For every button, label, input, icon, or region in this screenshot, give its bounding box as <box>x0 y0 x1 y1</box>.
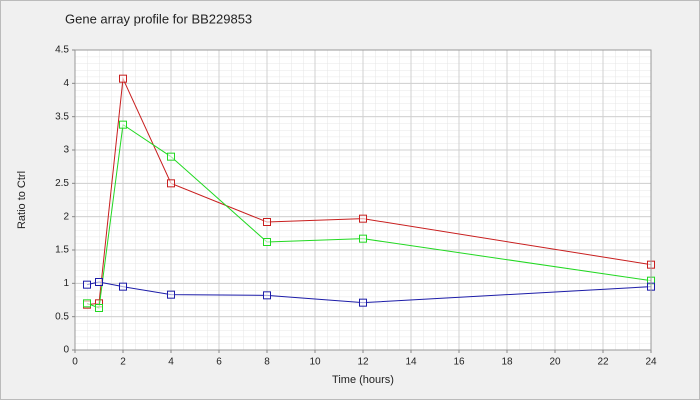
y-tick-label: 4.5 <box>55 45 69 56</box>
point-marker <box>167 179 175 188</box>
x-tick-label: 0 <box>72 357 78 368</box>
point-marker <box>359 234 367 243</box>
point-marker <box>359 298 367 307</box>
y-tick-label: 0 <box>63 345 69 356</box>
point-marker <box>263 238 271 246</box>
point-marker <box>263 218 271 226</box>
marks <box>83 74 655 312</box>
y-tick-label: 1.5 <box>55 245 69 256</box>
x-tick-label: 10 <box>309 357 321 368</box>
x-tick-label: 4 <box>168 357 174 368</box>
x-tick-label: 2 <box>120 357 126 368</box>
x-tick-label: 8 <box>264 357 270 368</box>
x-tick-label: 22 <box>597 357 609 368</box>
x-tick-label: 6 <box>216 357 222 368</box>
x-tick-label: 18 <box>501 357 513 368</box>
point-marker <box>263 291 271 300</box>
x-tick-label: 24 <box>645 357 657 368</box>
x-axis-title: Time (hours) <box>332 374 394 386</box>
y-tick-label: 0.5 <box>55 311 69 322</box>
point-marker <box>119 282 127 291</box>
x-tick-label: 16 <box>453 357 465 368</box>
point-marker <box>95 304 103 312</box>
y-tick-label: 1 <box>63 278 69 289</box>
point-marker <box>83 280 91 289</box>
x-tick-label: 12 <box>357 357 369 368</box>
chart-title: Gene array profile for BB229853 <box>65 11 252 26</box>
point-marker <box>119 120 127 129</box>
point-marker <box>167 290 175 299</box>
point-marker <box>359 214 367 223</box>
y-axis-title: Ratio to Ctrl <box>16 171 28 229</box>
y-tick-label: 4 <box>63 78 69 89</box>
point-marker <box>119 74 127 83</box>
point-marker <box>167 152 175 161</box>
x-tick-label: 14 <box>405 357 417 368</box>
point-marker <box>95 278 103 286</box>
y-tick-label: 2 <box>63 211 69 222</box>
x-tick-label: 20 <box>549 357 561 368</box>
y-tick-label: 3 <box>63 145 69 156</box>
y-tick-label: 3.5 <box>55 111 69 122</box>
y-tick-label: 2.5 <box>55 178 69 189</box>
point-marker <box>83 299 91 308</box>
